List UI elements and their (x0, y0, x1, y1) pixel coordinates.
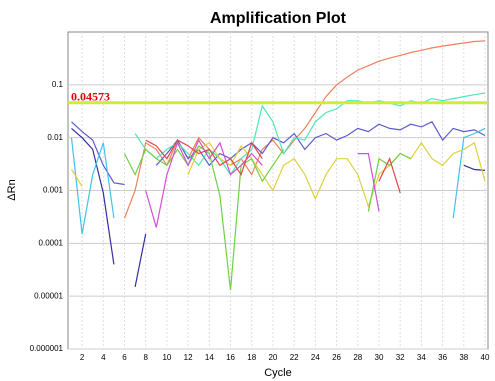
x-axis-label: Cycle (264, 367, 292, 379)
y-tick-label: 0.0001 (39, 238, 64, 247)
series-line (70, 141, 486, 209)
x-tick-label: 22 (290, 353, 299, 362)
x-tick-label: 4 (101, 353, 106, 362)
x-tick-label: 36 (438, 353, 447, 362)
x-tick-label: 14 (205, 353, 214, 362)
x-tick-label: 34 (417, 353, 426, 362)
x-tick-label: 8 (143, 353, 148, 362)
x-tick-label: 28 (353, 353, 362, 362)
x-tick-label: 38 (459, 353, 468, 362)
series-line (71, 121, 486, 186)
x-tick-label: 10 (162, 353, 171, 362)
x-tick-label: 30 (375, 353, 384, 362)
x-tick-label: 24 (311, 353, 320, 362)
y-axis-label: ΔRn (6, 179, 18, 200)
x-tick-label: 32 (396, 353, 405, 362)
y-tick-label: 0.1 (52, 80, 64, 89)
x-tick-label: 12 (184, 353, 193, 362)
x-tick-label: 20 (268, 353, 277, 362)
x-tick-label: 18 (247, 353, 256, 362)
chart-title: Amplification Plot (210, 10, 347, 27)
x-tick-label: 26 (332, 353, 341, 362)
threshold-label: 0.04573 (71, 90, 110, 104)
y-tick-label: 0.01 (47, 133, 63, 142)
series-line (70, 127, 486, 235)
y-tick-label: 0.001 (43, 186, 64, 195)
series-line (145, 138, 380, 228)
series-line (134, 92, 486, 176)
series-line (145, 139, 401, 194)
x-tick-label: 16 (226, 353, 235, 362)
x-tick-label: 40 (481, 353, 490, 362)
x-tick-label: 2 (80, 353, 85, 362)
y-tick-label: 0.000001 (30, 344, 64, 353)
x-tick-label: 6 (122, 353, 127, 362)
y-tick-label: 0.00001 (34, 291, 63, 300)
